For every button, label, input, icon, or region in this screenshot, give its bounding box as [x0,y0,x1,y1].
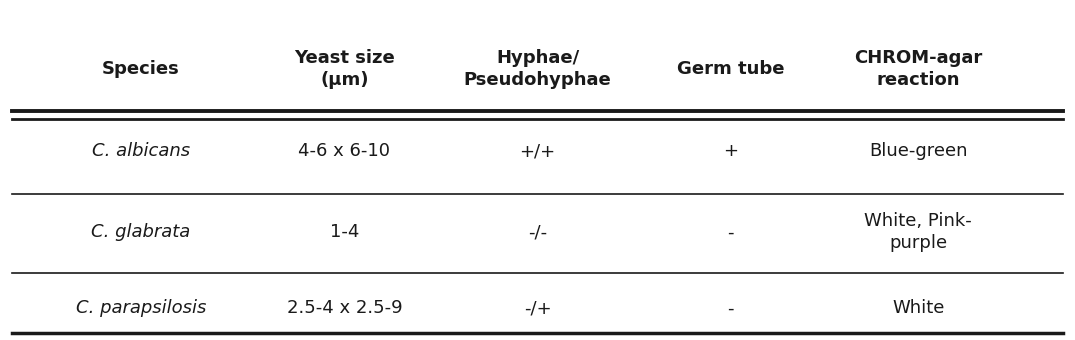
Text: Yeast size
(μm): Yeast size (μm) [295,49,395,89]
Text: -: - [728,223,734,241]
Text: C. albicans: C. albicans [91,142,190,160]
Text: Species: Species [102,60,180,78]
Text: 2.5-4 x 2.5-9: 2.5-4 x 2.5-9 [287,299,402,317]
Text: White: White [892,299,944,317]
Text: 1-4: 1-4 [330,223,359,241]
Text: -/-: -/- [528,223,547,241]
Text: White, Pink-
purple: White, Pink- purple [864,212,972,253]
Text: C. parapsilosis: C. parapsilosis [75,299,206,317]
Text: Germ tube: Germ tube [677,60,785,78]
Text: 4-6 x 6-10: 4-6 x 6-10 [299,142,390,160]
Text: -/+: -/+ [524,299,551,317]
Text: +: + [723,142,739,160]
Text: Blue-green: Blue-green [869,142,968,160]
Text: C. glabrata: C. glabrata [91,223,190,241]
Text: +/+: +/+ [519,142,556,160]
Text: Hyphae/
Pseudohyphae: Hyphae/ Pseudohyphae [463,49,612,89]
Text: -: - [728,299,734,317]
Text: CHROM-agar
reaction: CHROM-agar reaction [854,49,983,89]
